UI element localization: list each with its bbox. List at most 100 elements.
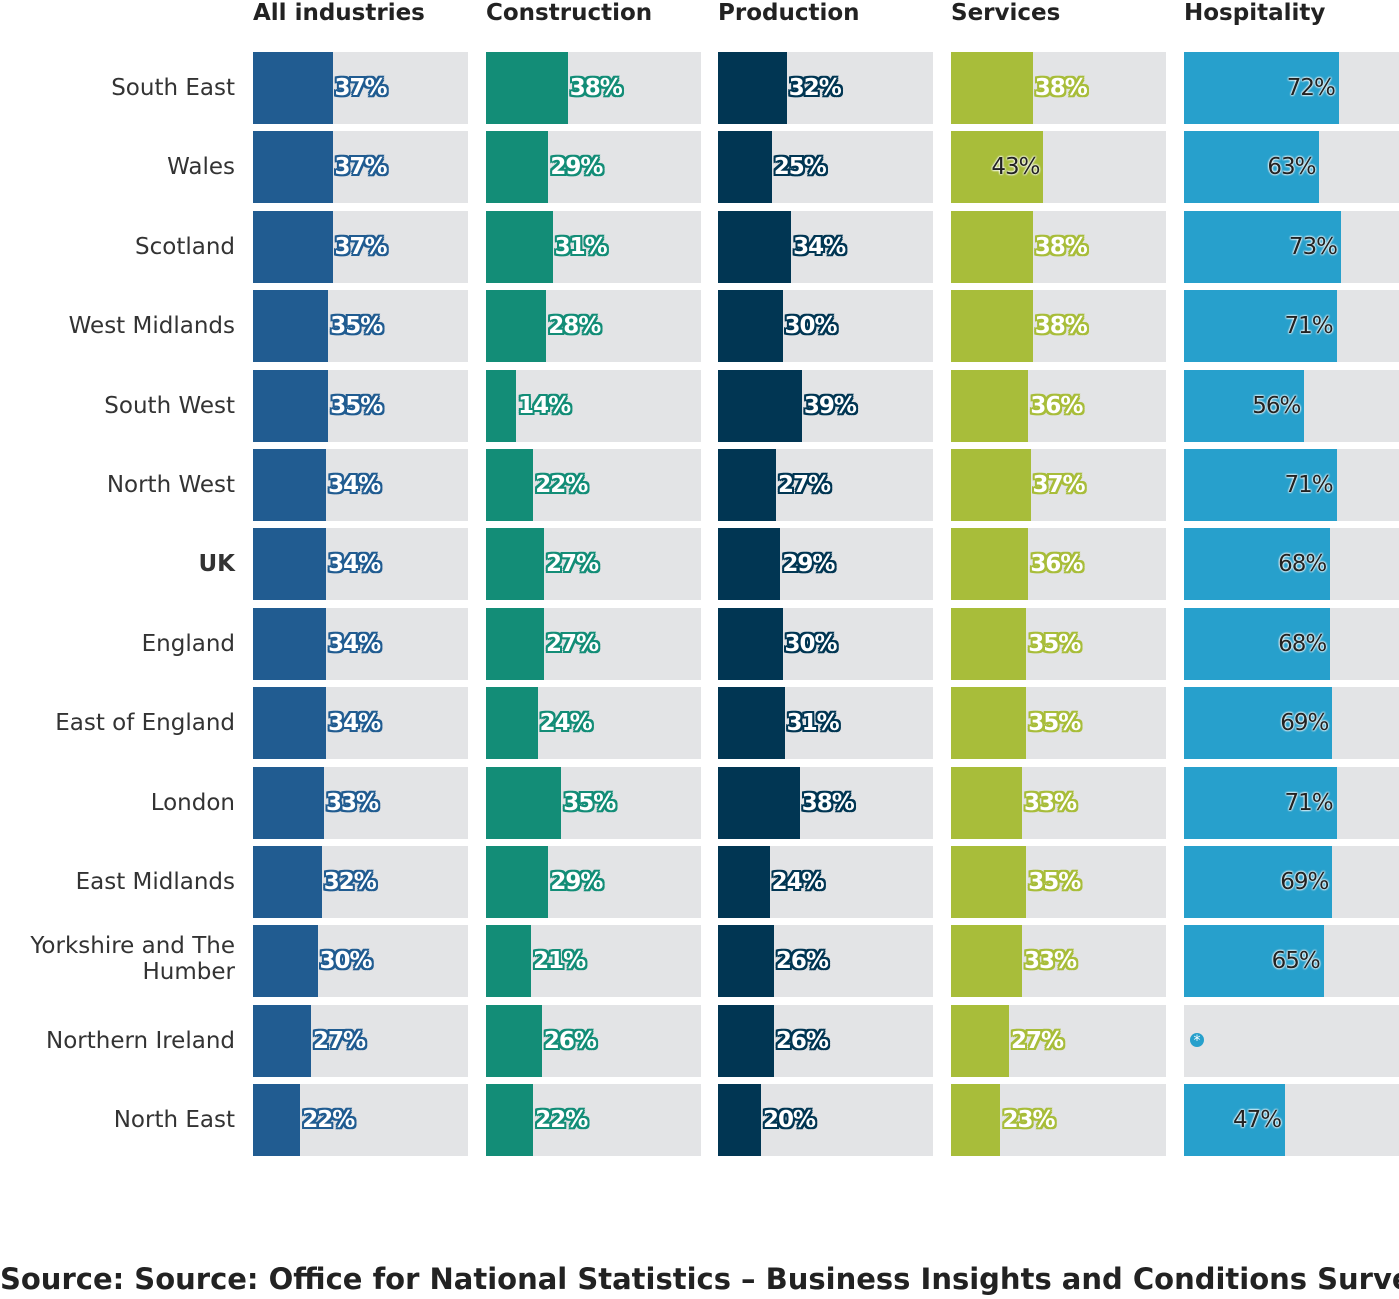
data-label: 72% xyxy=(1286,75,1336,101)
data-label: 33% xyxy=(1023,948,1077,975)
column-header-services: Services xyxy=(951,0,1061,26)
bar xyxy=(486,210,553,283)
row-label-wales: Wales xyxy=(167,154,235,181)
data-label: 35% xyxy=(1028,710,1081,737)
row-label-south-west: South West xyxy=(104,392,235,419)
bar xyxy=(718,1084,761,1157)
bar xyxy=(718,210,792,283)
bar xyxy=(1184,290,1337,363)
bar-track: 69% xyxy=(1184,846,1399,918)
bar-track: 38% xyxy=(718,766,933,839)
data-label: 20% xyxy=(763,1107,816,1134)
bar-track: 27% xyxy=(253,1004,468,1077)
data-label: 26% xyxy=(775,948,829,975)
bar-track: 35% xyxy=(951,687,1166,760)
suppressed-value-icon: * xyxy=(1190,1032,1204,1049)
bar-track: 30% xyxy=(253,925,468,998)
bar xyxy=(486,1084,534,1157)
bar xyxy=(253,369,329,442)
bar-track: 27% xyxy=(486,528,701,601)
data-label: 26% xyxy=(543,1027,597,1054)
bar xyxy=(1184,846,1333,918)
column-header-production: Production xyxy=(718,0,860,26)
data-label: 35% xyxy=(330,392,383,419)
bar-track: 35% xyxy=(253,290,468,363)
data-label: 30% xyxy=(784,630,838,657)
bar-track: 68% xyxy=(1184,607,1399,680)
data-label: 38% xyxy=(1034,313,1088,340)
data-label: 30% xyxy=(319,948,373,975)
bar-track: 26% xyxy=(718,925,933,998)
bar-track: 63% xyxy=(1184,131,1399,204)
data-label: 47% xyxy=(1232,1107,1282,1134)
data-label: 27% xyxy=(546,630,599,657)
bar-track: 32% xyxy=(253,846,468,918)
bar xyxy=(253,846,322,918)
bar xyxy=(253,131,333,204)
data-label: 36% xyxy=(1030,392,1083,419)
bar-track: 23% xyxy=(951,1084,1166,1157)
data-label: 38% xyxy=(569,75,623,101)
bar-track: 34% xyxy=(253,449,468,521)
data-label: 24% xyxy=(539,710,593,737)
bar xyxy=(253,52,333,124)
bar xyxy=(253,1004,312,1077)
bar xyxy=(718,925,774,998)
bar xyxy=(951,52,1033,124)
bar xyxy=(486,369,517,442)
data-label: 22% xyxy=(535,472,588,498)
data-label: 24% xyxy=(771,869,825,895)
bar xyxy=(951,846,1027,918)
bar-track: 33% xyxy=(951,925,1166,998)
row-label-east-midlands: East Midlands xyxy=(75,869,235,895)
bar xyxy=(951,131,1044,204)
data-label: 69% xyxy=(1280,710,1329,737)
bar xyxy=(486,449,534,521)
data-label: 14% xyxy=(518,392,571,419)
row-label-england: England xyxy=(141,630,235,657)
data-label: 68% xyxy=(1278,630,1327,657)
bar-track: 26% xyxy=(486,1004,701,1077)
data-label: 33% xyxy=(1023,789,1077,816)
data-label: 22% xyxy=(535,1107,588,1134)
bar xyxy=(1184,607,1331,680)
data-label: 69% xyxy=(1280,869,1329,895)
bar xyxy=(718,290,783,363)
bar-track: 73% xyxy=(1184,210,1399,283)
data-label: 26% xyxy=(775,1027,829,1054)
bar-track: 33% xyxy=(951,766,1166,839)
data-label: 22% xyxy=(302,1107,355,1134)
bar-track: 33% xyxy=(253,766,468,839)
data-label: 71% xyxy=(1284,472,1334,498)
data-label: 30% xyxy=(784,313,838,340)
bar xyxy=(718,52,787,124)
bar xyxy=(253,210,333,283)
data-label: 38% xyxy=(801,789,855,816)
bar xyxy=(718,846,770,918)
bar xyxy=(718,607,783,680)
row-label-north-east: North East xyxy=(113,1107,235,1134)
bar-track: 35% xyxy=(486,766,701,839)
bar-track: 43% xyxy=(951,131,1166,204)
chart-area: All industries Construction Production Serv… xyxy=(30,0,1399,1157)
bar-track: 27% xyxy=(718,449,933,521)
data-label: 68% xyxy=(1278,551,1327,578)
bar xyxy=(1184,528,1331,601)
data-label: 27% xyxy=(546,551,599,578)
bar-track: 34% xyxy=(253,607,468,680)
bar xyxy=(486,687,538,760)
bar-track: 30% xyxy=(718,290,933,363)
bar xyxy=(486,1004,542,1077)
data-label: 27% xyxy=(313,1027,366,1054)
data-label: 38% xyxy=(1034,233,1088,260)
row-label-south-east: South East xyxy=(111,75,235,101)
data-label: 27% xyxy=(1011,1027,1064,1054)
bar xyxy=(951,210,1033,283)
bar xyxy=(1184,1084,1286,1157)
bar-track: 34% xyxy=(253,687,468,760)
bar xyxy=(951,1004,1010,1077)
bar-track: 30% xyxy=(718,607,933,680)
data-label: 34% xyxy=(328,472,381,498)
bar xyxy=(951,290,1033,363)
bar-track: 71% xyxy=(1184,449,1399,521)
